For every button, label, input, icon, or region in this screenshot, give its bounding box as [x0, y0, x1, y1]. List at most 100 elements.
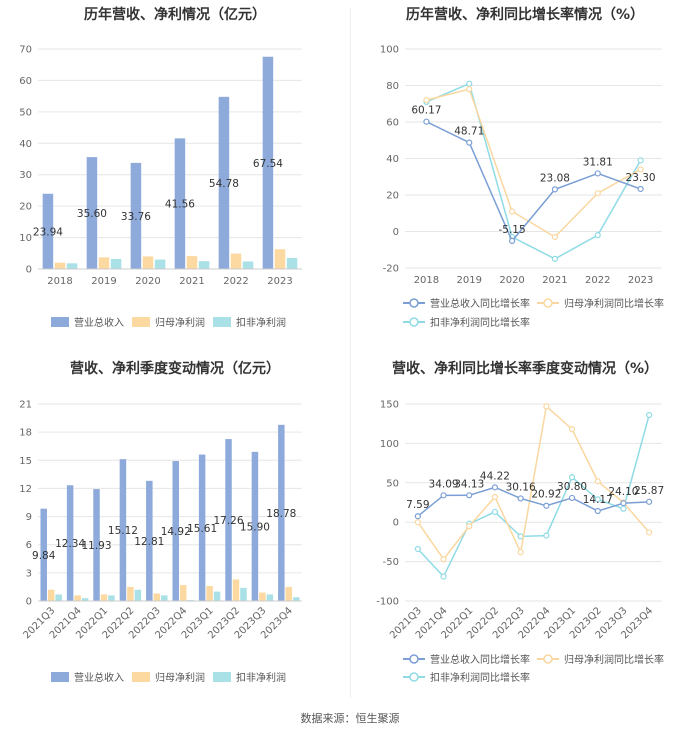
data-point — [466, 523, 473, 530]
data-point — [637, 185, 644, 193]
annual-revenue-profit-panel: 历年营收、净利情况（亿元） 0 10 20 30 40 50 60 70 23.94 2018 35… — [0, 0, 350, 350]
data-label: 14.17 — [583, 494, 613, 506]
legend-label: 扣非净利润同比增长率 — [430, 671, 530, 684]
data-point — [620, 500, 627, 507]
data-point — [466, 139, 473, 146]
data-label: 15.61 — [187, 523, 217, 535]
bar-revenue — [251, 451, 259, 601]
data-point — [568, 426, 576, 433]
chart-title: 营收、净利同比增长率季度变动情况（%） — [391, 361, 659, 377]
chart-title: 历年营收、净利同比增长率情况（%） — [405, 7, 645, 23]
data-label: 31.81 — [583, 156, 613, 168]
y-tick-label: 10 — [19, 233, 32, 244]
x-tick-label: 2023 — [267, 276, 292, 287]
data-label: 54.78 — [209, 178, 239, 190]
data-label: 25.87 — [634, 485, 664, 497]
bar-net-profit — [274, 249, 286, 269]
data-point — [517, 495, 524, 502]
bar-net-profit — [127, 586, 134, 601]
data-point — [594, 496, 601, 503]
series-line — [417, 414, 650, 578]
x-tick-label: 2021 — [179, 276, 204, 287]
bar-revenue — [130, 162, 142, 269]
data-point — [440, 492, 447, 499]
bar-deducted-profit — [242, 261, 254, 269]
bar-net-profit — [179, 585, 187, 601]
y-tick-label: 12 — [19, 484, 32, 495]
data-label: 30.16 — [506, 481, 536, 493]
legend-marker — [409, 672, 419, 682]
data-label: 23.94 — [33, 226, 63, 238]
data-point — [568, 474, 576, 481]
legend-label: 归母净利润 — [155, 671, 205, 684]
data-label: 9.84 — [32, 550, 56, 562]
y-tick-label: 0 — [393, 518, 399, 529]
bar-net-profit — [74, 595, 81, 601]
y-tick-label: 150 — [380, 400, 399, 411]
y-tick-label: 100 — [380, 439, 399, 450]
bar-deducted-profit — [240, 587, 247, 601]
bar-revenue — [146, 480, 153, 601]
series-line — [426, 121, 641, 243]
bar-deducted-profit — [108, 595, 115, 601]
x-tick-label: 2018 — [47, 276, 72, 287]
legend-label: 归母净利润同比增长率 — [564, 297, 664, 310]
x-tick-label: 2019 — [91, 276, 116, 287]
y-tick-label: -20 — [383, 264, 399, 275]
data-point — [423, 96, 430, 104]
bar-deducted-profit — [293, 597, 300, 601]
y-tick-label: 30 — [19, 170, 32, 181]
bar-net-profit — [47, 589, 55, 601]
x-tick-label: 2022 — [585, 275, 610, 286]
y-tick-label: 6 — [26, 540, 32, 551]
legend-marker — [543, 654, 553, 664]
y-tick-label: 50 — [386, 478, 399, 489]
bar-net-profit — [100, 594, 108, 601]
data-label: 20.92 — [531, 489, 561, 501]
data-label: 44.22 — [480, 470, 510, 482]
bar-revenue — [93, 489, 100, 601]
x-tick-label: 2020 — [499, 275, 524, 286]
y-tick-label: 15 — [19, 456, 32, 467]
data-label: 67.54 — [253, 158, 283, 170]
legend-swatch — [51, 317, 69, 327]
y-tick-label: 60 — [19, 76, 32, 87]
data-point — [466, 492, 473, 499]
data-point — [594, 507, 601, 515]
data-label: 18.78 — [266, 508, 296, 520]
data-point — [414, 519, 421, 526]
bar-revenue — [40, 508, 47, 601]
quarterly-growth-line-chart: -100 -50 0 50 100 150 7.5934.0934.1344.2230.16… — [376, 400, 664, 685]
data-point — [637, 166, 644, 173]
bar-deducted-profit — [154, 259, 166, 269]
bar-net-profit — [285, 586, 293, 601]
data-point — [543, 502, 550, 509]
bar-revenue — [119, 459, 127, 601]
bar-revenue — [278, 424, 285, 601]
bar-net-profit — [259, 592, 266, 601]
data-point — [517, 549, 524, 556]
bar-deducted-profit — [213, 591, 221, 601]
legend-marker — [409, 298, 419, 308]
data-point — [440, 556, 447, 563]
data-point — [594, 478, 601, 485]
data-label: 33.76 — [121, 211, 151, 223]
legend-label: 扣非净利润同比增长率 — [430, 316, 530, 329]
x-tick-label: 2020 — [135, 276, 160, 287]
y-tick-label: 70 — [19, 45, 32, 56]
bar-deducted-profit — [66, 263, 78, 269]
bar-deducted-profit — [81, 598, 89, 601]
chart-title: 营收、净利季度变动情况（亿元） — [70, 361, 280, 377]
data-point — [551, 186, 559, 193]
data-label: 30.80 — [557, 481, 587, 493]
y-tick-label: 60 — [386, 118, 399, 129]
legend-marker — [409, 654, 419, 664]
data-point — [594, 232, 601, 239]
data-label: 7.59 — [406, 499, 429, 511]
data-point — [491, 484, 499, 491]
y-tick-label: 18 — [19, 428, 32, 439]
data-label: 48.71 — [454, 126, 484, 138]
y-tick-label: 0 — [26, 597, 32, 608]
legend-marker — [409, 317, 419, 327]
data-label: 14.92 — [161, 526, 191, 538]
